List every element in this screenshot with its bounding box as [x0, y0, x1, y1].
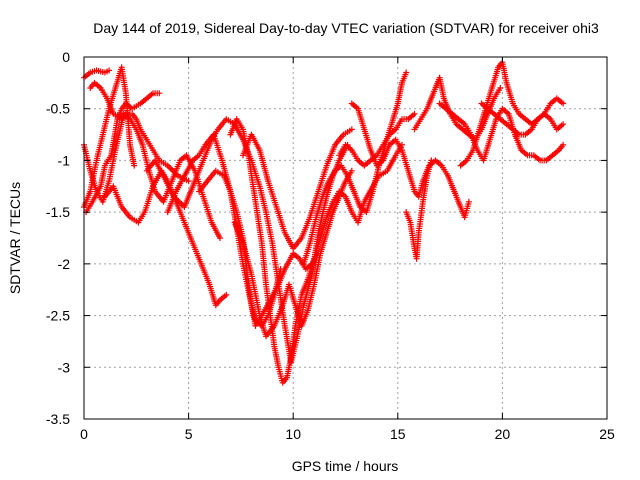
series-arc-20 [478, 100, 567, 138]
y-tick-label: -0.5 [46, 101, 70, 117]
x-tick-label: 10 [285, 426, 301, 442]
series-arc-1 [81, 67, 113, 81]
series-arc-16 [403, 157, 435, 262]
point-markers [336, 110, 418, 169]
point-markers [478, 100, 567, 138]
y-tick-label: -2 [58, 256, 71, 272]
y-tick-label: 0 [62, 49, 70, 65]
point-markers [87, 79, 192, 185]
y-axis-label: SDTVAR / TECUs [7, 182, 23, 294]
point-markers [227, 116, 405, 386]
y-tick-label: -3 [58, 359, 71, 375]
grid [84, 57, 607, 419]
series-arc-12 [240, 126, 355, 252]
series-arc-9 [196, 167, 322, 329]
x-tick-label: 5 [185, 426, 193, 442]
data-points [81, 59, 567, 386]
y-tick-label: -1.5 [46, 204, 70, 220]
series-arc-10 [227, 116, 405, 386]
y-tick-label: -3.5 [46, 411, 70, 427]
x-tick-label: 15 [390, 426, 406, 442]
point-markers [457, 59, 567, 169]
x-tick-label: 20 [495, 426, 511, 442]
point-markers [196, 167, 322, 329]
point-markers [81, 67, 113, 81]
y-tick-label: -2.5 [46, 308, 70, 324]
x-tick-label: 25 [599, 426, 615, 442]
plot-frame [83, 56, 608, 420]
point-markers [403, 157, 435, 262]
axis-ticks: 0 5 10 15 20 25 0 -0.5 -1 -1.5 -2 -2.5 -3 -3.5 [46, 49, 615, 442]
series-arc-11 [231, 167, 355, 340]
chart-title: Day 144 of 2019, Sidereal Day-to-day VTE… [93, 20, 599, 36]
point-markers [240, 126, 355, 252]
point-markers [231, 167, 355, 340]
y-tick-label: -1 [58, 152, 71, 168]
x-axis-label: GPS time / hours [292, 458, 399, 474]
series-arc-19 [457, 59, 567, 169]
x-tick-label: 0 [80, 426, 88, 442]
series-arc-14 [336, 110, 418, 169]
series-arc-5 [87, 79, 192, 185]
